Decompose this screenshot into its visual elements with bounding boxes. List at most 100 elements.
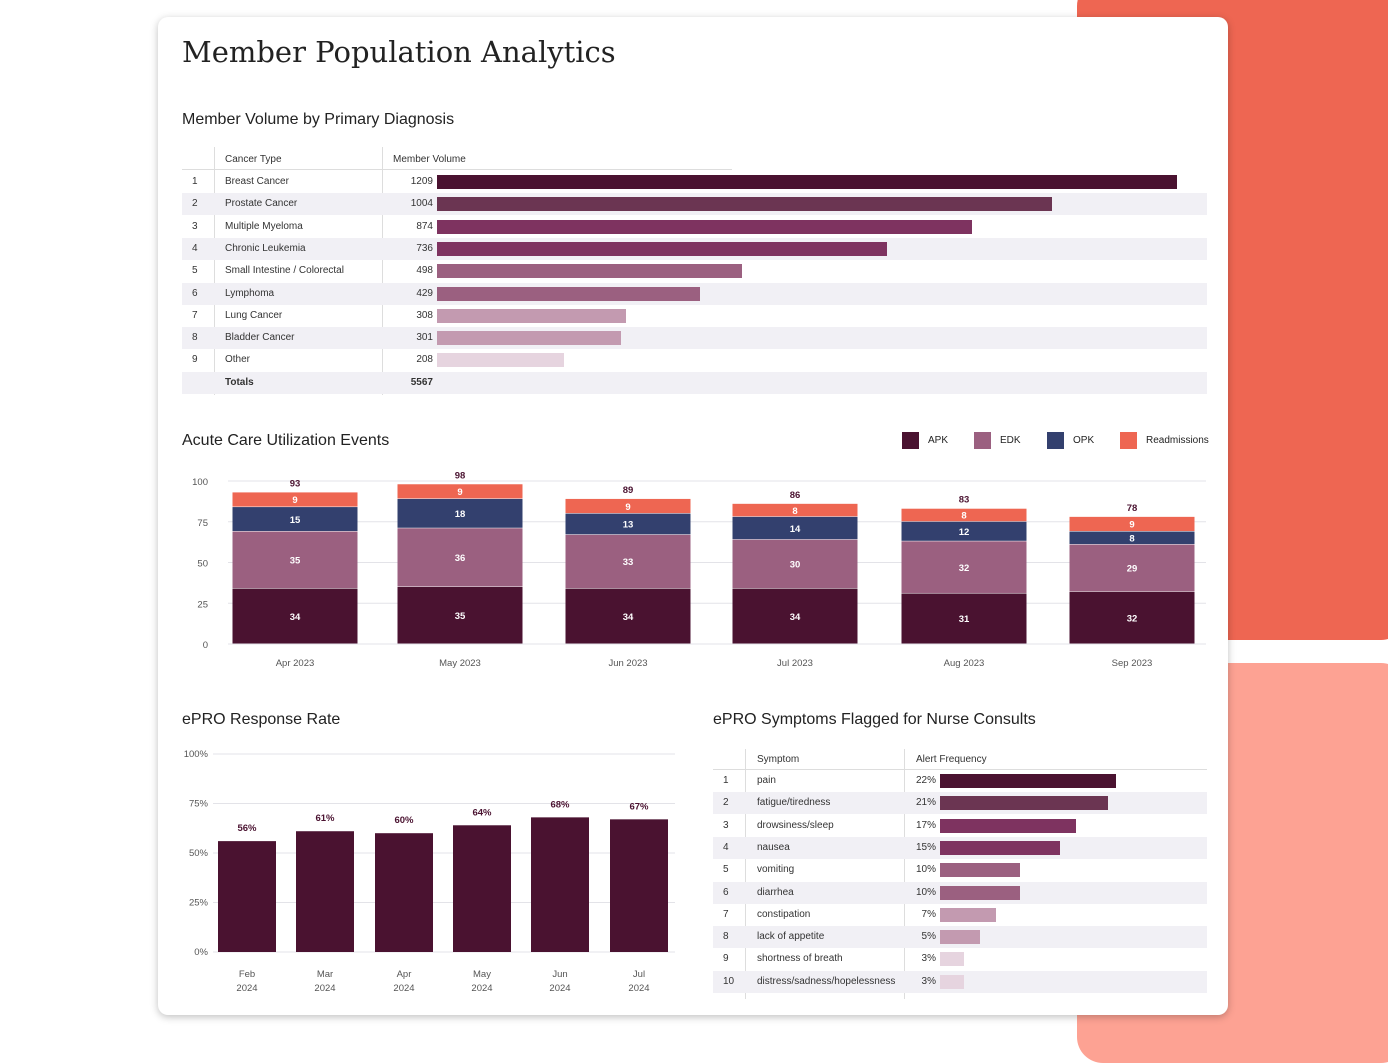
segment-label: 8 <box>961 511 966 522</box>
x-tick-label: Jun 2023 <box>608 658 647 669</box>
response-bar <box>218 841 276 952</box>
volume-bar <box>437 175 1177 189</box>
segment-label: 32 <box>1127 613 1138 624</box>
x-tick-label: Aug 2023 <box>944 658 985 669</box>
table-row: 1 Breast Cancer 1209 <box>182 171 1207 193</box>
table-row: 9 shortness of breath 3% <box>713 948 1207 970</box>
row-index: 7 <box>723 908 729 920</box>
member-volume-value: 208 <box>416 354 433 366</box>
row-index: 9 <box>192 354 198 366</box>
bar-segment-opk <box>732 516 858 540</box>
bar-segment-opk <box>565 513 691 535</box>
row-index: 5 <box>723 864 729 876</box>
bar-segment-edk <box>232 531 358 589</box>
bar-segment-edk <box>565 534 691 589</box>
segment-label: 9 <box>292 495 297 506</box>
x-tick-label: Apr <box>397 969 412 980</box>
segment-label: 12 <box>959 527 970 538</box>
totals-label: Totals <box>225 376 254 388</box>
volume-bar <box>437 331 622 346</box>
x-tick-label: 2024 <box>549 983 570 994</box>
column-divider <box>745 749 746 999</box>
bar-segment-opk <box>232 507 358 532</box>
x-tick-label: 2024 <box>471 983 492 994</box>
frequency-bar <box>940 796 1108 811</box>
row-index: 6 <box>723 886 729 898</box>
volume-bar <box>437 286 700 301</box>
symptom-name: pain <box>757 775 776 786</box>
total-label: 83 <box>959 495 970 506</box>
legend-swatch <box>1047 432 1064 449</box>
response-bar <box>375 833 433 952</box>
symptom-name: nausea <box>757 841 790 853</box>
row-index: 3 <box>192 220 198 232</box>
bar-segment-edk <box>901 541 1027 593</box>
response-bar <box>296 831 354 952</box>
bar-value-label: 67% <box>629 801 649 812</box>
alert-frequency-value: 7% <box>921 908 936 920</box>
symptom-name: fatigue/tiredness <box>757 797 831 809</box>
row-index: 6 <box>192 287 198 299</box>
bar-segment-apk <box>565 588 691 644</box>
x-tick-label: Jul <box>633 969 645 980</box>
legend-label: OPK <box>1073 435 1095 446</box>
legend-item-readmissions: Readmissions <box>1120 432 1209 449</box>
x-tick-label: Feb <box>239 969 255 980</box>
bar-segment-apk <box>901 593 1027 644</box>
segment-label: 34 <box>290 612 301 623</box>
y-tick-label: 0 <box>203 640 208 651</box>
x-tick-label: 2024 <box>393 983 414 994</box>
bar-segment-readmissions <box>901 508 1027 522</box>
acute-heading: Acute Care Utilization Events <box>182 432 390 449</box>
total-label: 78 <box>1127 503 1138 514</box>
cancer-type: Multiple Myeloma <box>225 220 303 232</box>
bar-segment-readmissions <box>732 503 858 517</box>
table-row: 4 nausea 15% <box>713 836 1207 859</box>
alert-frequency-value: 5% <box>921 931 936 943</box>
table-row: 8 Bladder Cancer 301 <box>182 327 1207 350</box>
alert-frequency-value: 3% <box>921 975 936 987</box>
symptom-name: drowsiness/sleep <box>757 819 834 831</box>
table-row: 10 distress/sadness/hopelessness 3% <box>713 970 1207 993</box>
table-row: 8 lack of appetite 5% <box>713 926 1207 949</box>
alert-frequency-value: 10% <box>915 864 936 876</box>
table-row: 6 Lymphoma 429 <box>182 282 1207 305</box>
segment-label: 34 <box>790 612 801 623</box>
bar-segment-apk <box>232 588 358 644</box>
legend-item-edk: EDK <box>974 432 1021 449</box>
totals-value: 5567 <box>410 376 433 388</box>
segment-label: 35 <box>455 611 466 622</box>
table-row: 5 vomiting 10% <box>713 859 1207 881</box>
table-row: 3 drowsiness/sleep 17% <box>713 815 1207 837</box>
symptom-name: vomiting <box>757 864 795 876</box>
legend-label: APK <box>928 435 949 446</box>
x-tick-label: 2024 <box>314 983 335 994</box>
legend-swatch <box>974 432 991 449</box>
member-volume-value: 301 <box>416 332 433 344</box>
row-index: 3 <box>723 819 729 831</box>
y-tick-label: 100% <box>184 749 209 760</box>
legend-swatch <box>902 432 919 449</box>
total-label: 86 <box>790 490 801 501</box>
row-index: 5 <box>192 265 198 277</box>
member-volume-value: 498 <box>416 265 433 277</box>
x-tick-label: Jun <box>552 969 567 980</box>
col-header-cancer-type: Cancer Type <box>225 154 282 165</box>
frequency-bar <box>940 863 1020 878</box>
member-volume-value: 429 <box>416 287 433 299</box>
total-label: 98 <box>455 470 466 481</box>
row-index: 8 <box>723 931 729 943</box>
alert-frequency-value: 21% <box>915 797 936 809</box>
table-row: 9 Other 208 <box>182 349 1207 371</box>
table-row: 1 pain 22% <box>713 770 1207 792</box>
member-volume-table: Cancer Type Member Volume 1 Breast Cancer… <box>182 147 1207 397</box>
bar-segment-edk <box>732 539 858 589</box>
x-tick-label: May 2023 <box>439 658 481 669</box>
segment-label: 36 <box>455 553 466 564</box>
y-tick-label: 0% <box>194 947 208 958</box>
x-tick-label: 2024 <box>628 983 649 994</box>
frequency-bar <box>940 930 980 945</box>
bar-segment-opk <box>397 498 523 528</box>
table-row: 7 Lung Cancer 308 <box>182 305 1207 327</box>
segment-label: 9 <box>625 502 630 513</box>
